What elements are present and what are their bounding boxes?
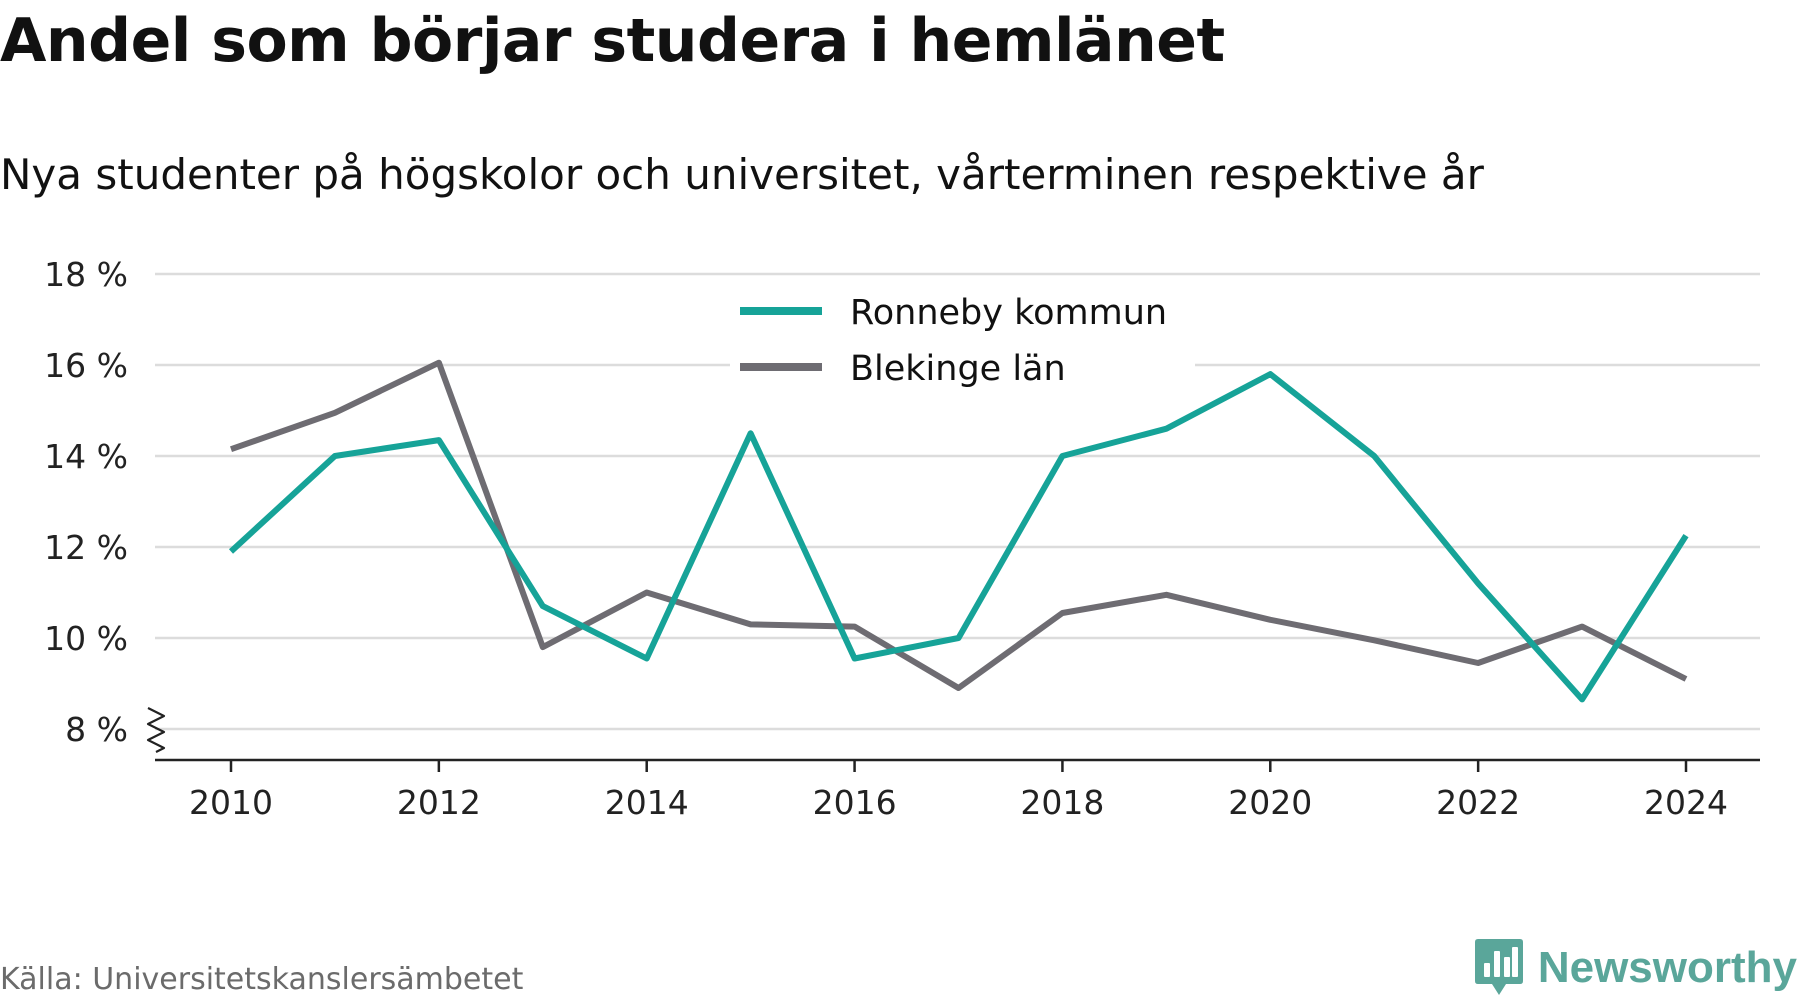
legend: Ronneby kommun Blekinge län bbox=[730, 286, 1195, 396]
y-axis: 8 % 10 % 12 % 14 % 16 % 18 % bbox=[44, 255, 166, 753]
x-tick-label: 2020 bbox=[1228, 783, 1312, 822]
y-tick-label: 16 % bbox=[44, 346, 128, 385]
legend-label: Ronneby kommun bbox=[850, 293, 1167, 333]
chart-title: Andel som börjar studera i hemlänet bbox=[0, 6, 1225, 76]
axis-break-icon bbox=[146, 707, 166, 753]
series-line-1 bbox=[230, 359, 1688, 691]
y-tick-label: 12 % bbox=[44, 528, 128, 567]
x-tick-label: 2022 bbox=[1436, 783, 1520, 822]
x-tick-label: 2014 bbox=[605, 783, 689, 822]
brand-name: Newsworthy bbox=[1537, 943, 1797, 992]
series-lines bbox=[228, 359, 1689, 703]
x-tick-label: 2024 bbox=[1644, 783, 1728, 822]
grid-lines bbox=[155, 272, 1760, 731]
legend-label: Blekinge län bbox=[850, 349, 1066, 389]
x-tick-label: 2018 bbox=[1020, 783, 1104, 822]
y-tick-label: 14 % bbox=[44, 437, 128, 476]
y-tick-label: 8 % bbox=[65, 710, 128, 749]
line-chart: 8 % 10 % 12 % 14 % 16 % 18 % 2010 2012 2014 2016… bbox=[44, 255, 1760, 822]
series-line-0 bbox=[228, 371, 1689, 703]
legend-background bbox=[730, 286, 1195, 396]
x-tick-label: 2010 bbox=[189, 783, 273, 822]
x-tick-label: 2012 bbox=[397, 783, 481, 822]
chart-subtitle: Nya studenter på högskolor och universit… bbox=[0, 150, 1484, 199]
source-note: Källa: Universitetskanslersämbetet bbox=[0, 962, 524, 997]
x-tick-label: 2016 bbox=[813, 783, 897, 822]
y-tick-label: 18 % bbox=[44, 255, 128, 294]
y-tick-label: 10 % bbox=[44, 619, 128, 658]
brand-logo: Newsworthy bbox=[1474, 936, 1797, 1000]
x-axis: 2010 2012 2014 2016 2018 2020 2022 2024 bbox=[155, 758, 1760, 822]
newsworthy-logo-icon bbox=[1474, 939, 1523, 995]
